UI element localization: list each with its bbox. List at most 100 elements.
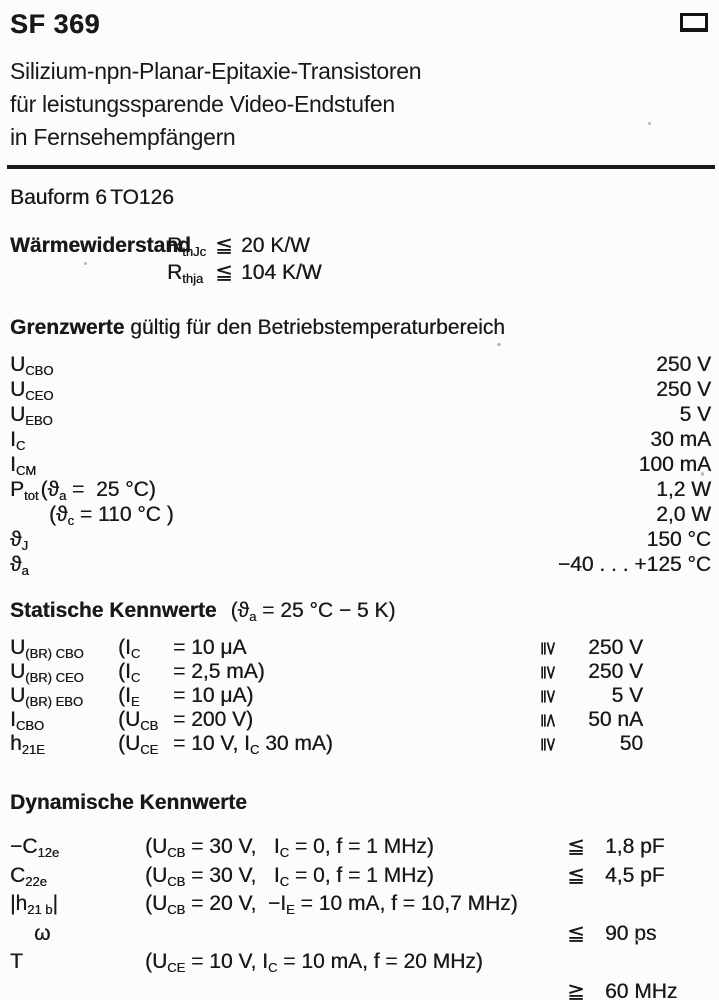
spec-condition: (UCB = 30 V, IC = 0, f = 1 MHz) xyxy=(145,864,434,889)
spec-row: T (UCE = 10 V, IC = 10 mA, f = 20 MHz) xyxy=(10,950,711,979)
spec-value: 2,0 W xyxy=(656,503,711,526)
spec-value: 20 K/W xyxy=(241,234,310,257)
spec-symbol: T xyxy=(10,950,23,973)
spec-symbol: ICM xyxy=(10,453,37,478)
spec-symbol: h21E xyxy=(10,732,45,757)
grenzwerte-table: UCBO 250 V UCEO 250 V UEBO 5 V IC 30 mA … xyxy=(10,353,711,578)
spec-symbol: C22e xyxy=(10,864,47,889)
spec-symbol: ω xyxy=(34,922,51,945)
spec-condition: = 10 V, IC 30 mA) xyxy=(173,732,333,757)
title-line: für leistungssparende Video-Endstufen xyxy=(10,91,395,117)
spec-value: 1,8 pF xyxy=(605,835,665,858)
spec-row: UCBO 250 V xyxy=(10,353,711,378)
spec-condition: = 2,5 mA) xyxy=(173,660,265,683)
spec-condition: (ϑa = 25 °C) xyxy=(40,478,156,503)
relation-symbol: ≦ xyxy=(567,863,585,887)
spec-condition: = 200 V) xyxy=(173,708,253,731)
relation-symbol: ≦ xyxy=(537,712,560,729)
spec-row: ICM 100 mA xyxy=(10,453,711,478)
spec-value: 4,5 pF xyxy=(605,864,665,887)
corner-box-icon xyxy=(680,13,708,32)
spec-condition: (IC xyxy=(118,636,141,661)
section-heading-grenzwerte: Grenzwerte gültig für den Betriebstemper… xyxy=(10,316,505,339)
spec-row: ϑa −40 . . . +125 °C xyxy=(10,553,711,578)
spec-row: U(BR) CBO (IC = 10 μA ≧ 250 V xyxy=(10,636,711,661)
spec-symbol: U(BR) CBO xyxy=(10,636,84,661)
spec-value: 90 ps xyxy=(605,922,657,945)
section-heading-dynamische: Dynamische Kennwerte xyxy=(10,791,247,814)
spec-value: 150 °C xyxy=(646,528,711,551)
spec-condition: (UCE = 10 V, IC = 10 mA, f = 20 MHz) xyxy=(145,950,483,975)
spec-symbol: U(BR) CEO xyxy=(10,660,84,685)
scan-speckle xyxy=(648,122,651,125)
spec-condition: (IE xyxy=(118,684,140,709)
section-heading-rest: gültig für den Betriebstemperaturbereich xyxy=(124,316,505,339)
spec-row: ω ≦ 90 ps xyxy=(10,921,711,950)
section-heading-statische: Statische Kennwerte (ϑa = 25 °C − 5 K) xyxy=(10,599,396,624)
statische-table: U(BR) CBO (IC = 10 μA ≧ 250 V U(BR) CEO … xyxy=(10,636,711,757)
spec-symbol: −C12e xyxy=(10,835,60,860)
title-line: in Fernsehempfängern xyxy=(10,124,236,150)
spec-value: 30 mA xyxy=(650,428,711,451)
spec-value: −40 . . . +125 °C xyxy=(557,553,711,576)
part-number: SF 369 xyxy=(10,9,101,39)
package-name: TO126 xyxy=(110,186,174,209)
relation-symbol: ≦ xyxy=(567,834,585,858)
spec-value: 5 V xyxy=(679,403,711,426)
spec-value: 250 V xyxy=(656,378,711,401)
relation-symbol: ≦ xyxy=(215,233,233,257)
spec-symbol: U(BR) EBO xyxy=(10,684,83,709)
page-title: Silizium-npn-Planar-Epitaxie-Transistore… xyxy=(10,55,711,154)
spec-condition: (UCB = 30 V, IC = 0, f = 1 MHz) xyxy=(145,835,434,860)
spec-row: IC 30 mA xyxy=(10,428,711,453)
spec-condition: (UCB xyxy=(118,708,159,733)
spec-value: 50 xyxy=(619,732,643,755)
spec-value: 5 V xyxy=(611,684,643,707)
spec-symbol: UCEO xyxy=(10,378,54,403)
spec-symbol: ICBO xyxy=(10,708,45,733)
spec-value: 100 mA xyxy=(638,453,711,476)
bauform-label: Bauform 6 xyxy=(10,186,107,209)
spec-symbol: |h21 b| xyxy=(10,892,58,917)
spec-symbol: IC xyxy=(10,428,26,453)
spec-symbol: RthJc xyxy=(167,234,207,259)
spec-symbol: UEBO xyxy=(10,403,53,428)
spec-condition: (UCB = 20 V, −IE = 10 mA, f = 10,7 MHz) xyxy=(145,892,518,917)
spec-symbol: Ptot xyxy=(10,478,39,503)
package-line: Bauform 6 TO126 xyxy=(10,186,711,210)
spec-row: UEBO 5 V xyxy=(10,403,711,428)
spec-value: 60 MHz xyxy=(605,980,678,1000)
spec-value: 1,2 W xyxy=(656,478,711,501)
scan-speckle xyxy=(701,472,704,476)
spec-condition: (ϑc = 110 °C ) xyxy=(49,503,174,528)
spec-value: 250 V xyxy=(588,636,643,659)
spec-symbol: ϑJ xyxy=(10,528,28,553)
relation-symbol: ≧ xyxy=(567,979,585,1000)
spec-row: −C12e (UCB = 30 V, IC = 0, f = 1 MHz) ≦ … xyxy=(10,834,711,863)
spec-value: 250 V xyxy=(656,353,711,376)
spec-row: U(BR) EBO (IE = 10 μA) ≧ 5 V xyxy=(10,684,711,709)
spec-value: 104 K/W xyxy=(241,261,322,284)
scan-speckle xyxy=(636,938,639,941)
spec-row: |h21 b| (UCB = 20 V, −IE = 10 mA, f = 10… xyxy=(10,892,711,921)
spec-row: UCEO 250 V xyxy=(10,378,711,403)
thermal-label: Wärmewiderstand xyxy=(10,234,191,257)
scan-speckle xyxy=(84,262,87,265)
spec-row: ϑJ 150 °C xyxy=(10,528,711,553)
spec-row: C22e (UCB = 30 V, IC = 0, f = 1 MHz) ≦ 4… xyxy=(10,863,711,892)
spec-condition: (UCE xyxy=(118,732,159,757)
relation-symbol: ≧ xyxy=(537,688,560,705)
scan-speckle xyxy=(497,343,501,346)
horizontal-rule xyxy=(7,165,715,169)
relation-symbol: ≧ xyxy=(537,736,560,753)
relation-symbol: ≧ xyxy=(537,640,560,657)
spec-row: U(BR) CEO (IC = 2,5 mA) ≧ 250 V xyxy=(10,660,711,685)
relation-symbol: ≦ xyxy=(215,260,233,284)
spec-symbol: ϑa xyxy=(10,553,29,578)
spec-condition: (IC xyxy=(118,660,141,685)
spec-condition: = 10 μA) xyxy=(173,684,254,707)
relation-symbol: ≧ xyxy=(537,664,560,681)
relation-symbol: ≦ xyxy=(567,921,585,945)
spec-row: h21E (UCE = 10 V, IC 30 mA) ≧ 50 xyxy=(10,732,711,757)
